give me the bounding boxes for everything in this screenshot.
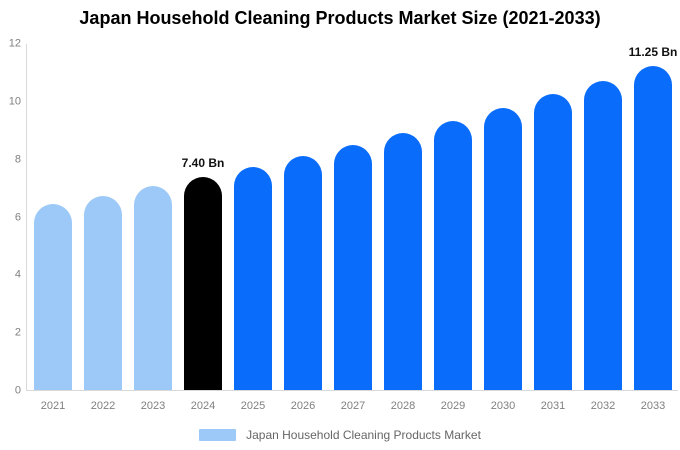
bar-2028[interactable] bbox=[384, 133, 422, 390]
bar-2024[interactable] bbox=[184, 176, 222, 390]
bar-column-2032: 2032 bbox=[584, 44, 622, 412]
bar-column-2028: 2028 bbox=[384, 44, 422, 412]
bar-2022[interactable] bbox=[84, 195, 122, 390]
bar-2021[interactable] bbox=[34, 204, 72, 390]
bar-2025[interactable] bbox=[234, 166, 272, 390]
bar-2033[interactable] bbox=[634, 65, 672, 390]
y-tick-label: 10 bbox=[8, 95, 21, 108]
x-tick-label-2024: 2024 bbox=[190, 400, 216, 412]
y-tick-label: 8 bbox=[14, 153, 21, 166]
y-tick-label: 4 bbox=[14, 268, 21, 281]
x-tick-label-2028: 2028 bbox=[390, 400, 416, 412]
x-tick-label-2025: 2025 bbox=[240, 400, 266, 412]
bar-column-2026: 2026 bbox=[284, 44, 322, 412]
bar-2026[interactable] bbox=[284, 155, 322, 390]
plot-area: 2021 2022 2023 7.40 Bn 2024 2025 2026 2027 2028 2… bbox=[26, 44, 678, 412]
bar-2023[interactable] bbox=[134, 186, 172, 390]
x-tick-label-2029: 2029 bbox=[440, 400, 466, 412]
bar-column-2031: 2031 bbox=[534, 44, 572, 412]
bar-column-2024: 7.40 Bn 2024 bbox=[181, 44, 225, 412]
x-tick-label-2033: 2033 bbox=[640, 400, 666, 412]
bar-column-2029: 2029 bbox=[434, 44, 472, 412]
y-axis: 0 2 4 6 8 10 12 bbox=[0, 38, 21, 396]
x-tick-label-2030: 2030 bbox=[490, 400, 516, 412]
x-tick-label-2027: 2027 bbox=[340, 400, 366, 412]
bar-column-2021: 2021 bbox=[34, 44, 72, 412]
chart-title: Japan Household Cleaning Products Market… bbox=[79, 8, 601, 28]
x-tick-label-2026: 2026 bbox=[290, 400, 316, 412]
y-tick-label: 2 bbox=[14, 326, 21, 339]
bar-column-2027: 2027 bbox=[334, 44, 372, 412]
y-tick-label: 12 bbox=[8, 37, 21, 50]
bar-2029[interactable] bbox=[434, 120, 472, 390]
bar-column-2025: 2025 bbox=[234, 44, 272, 412]
legend-swatch bbox=[199, 429, 237, 441]
x-tick-label-2022: 2022 bbox=[90, 400, 116, 412]
value-label-2024: 7.40 Bn bbox=[181, 155, 225, 170]
bar-column-2023: 2023 bbox=[134, 44, 172, 412]
bar-column-2033: 11.25 Bn 2033 bbox=[629, 44, 678, 412]
bar-column-2022: 2022 bbox=[84, 44, 122, 412]
bar-2031[interactable] bbox=[534, 94, 572, 390]
bar-2030[interactable] bbox=[484, 108, 522, 390]
x-tick-label-2031: 2031 bbox=[540, 400, 566, 412]
x-tick-label-2023: 2023 bbox=[140, 400, 166, 412]
legend: Japan Household Cleaning Products Market bbox=[0, 427, 680, 443]
y-tick-label: 6 bbox=[14, 211, 21, 223]
y-tick-label: 0 bbox=[14, 384, 21, 397]
x-tick-label-2032: 2032 bbox=[590, 400, 616, 412]
value-label-2033: 11.25 Bn bbox=[628, 44, 678, 59]
x-tick-label-2021: 2021 bbox=[40, 400, 66, 412]
bar-2027[interactable] bbox=[334, 144, 372, 390]
legend-label: Japan Household Cleaning Products Market bbox=[246, 428, 481, 442]
bar-column-2030: 2030 bbox=[484, 44, 522, 412]
bar-2032[interactable] bbox=[584, 80, 622, 390]
